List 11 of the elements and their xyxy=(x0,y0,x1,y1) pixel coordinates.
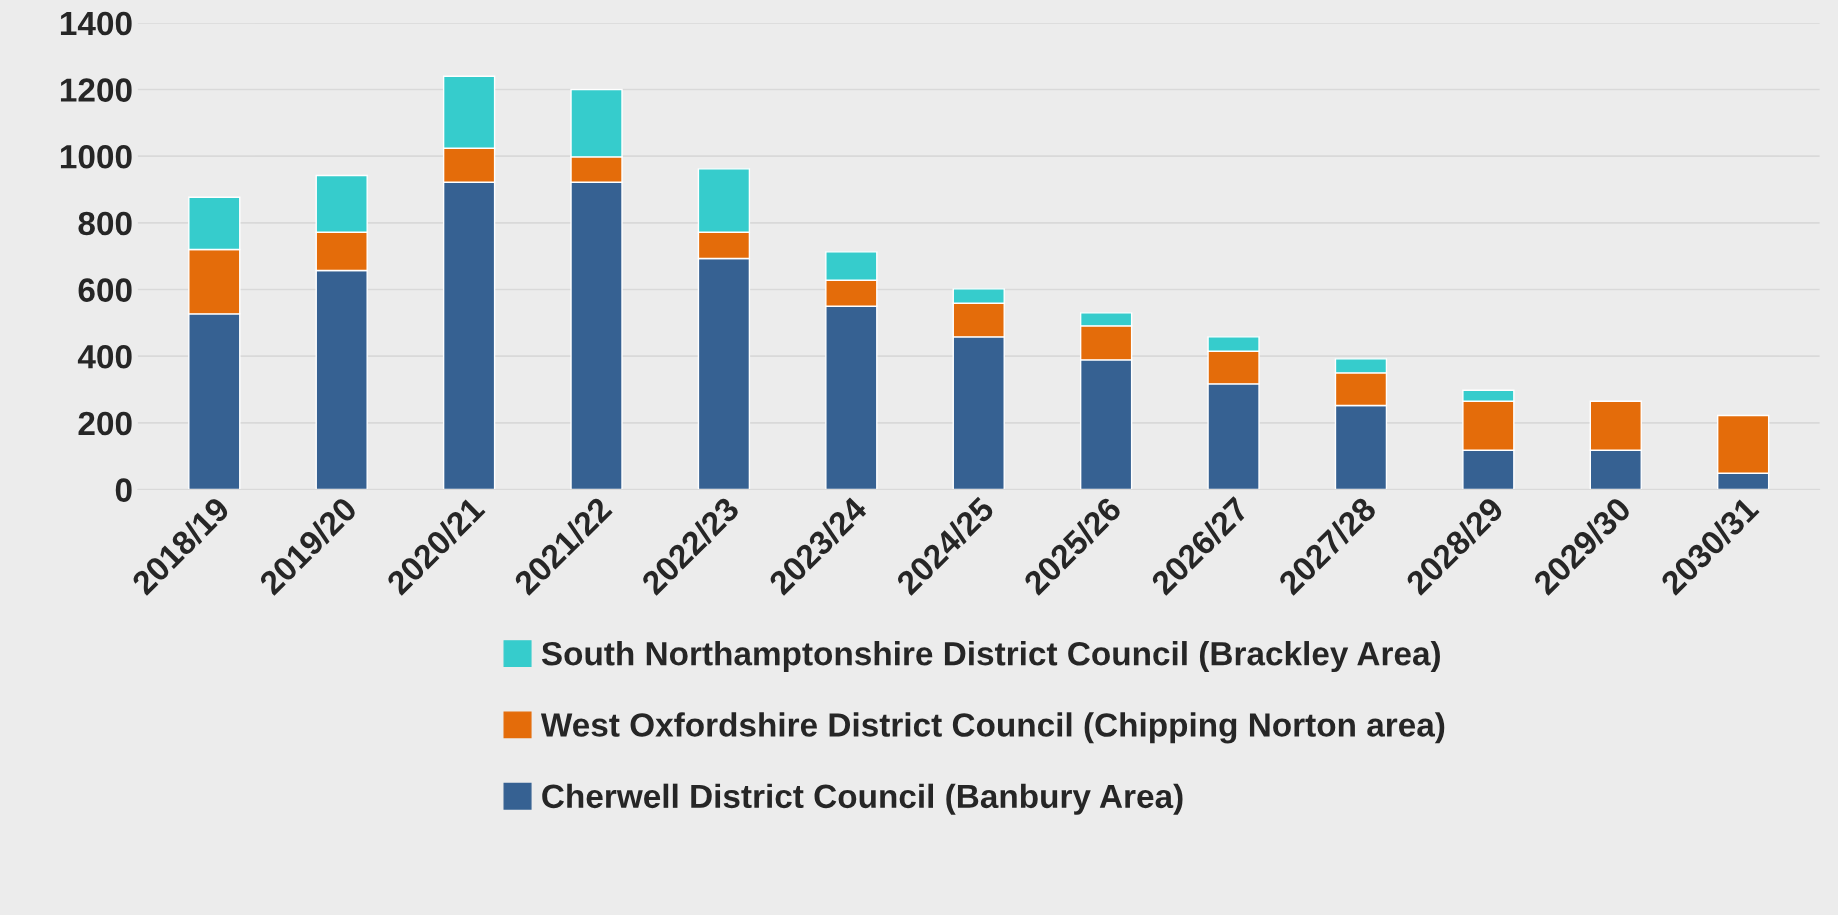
y-tick-label: 400 xyxy=(77,345,132,369)
y-tick-label: 1000 xyxy=(60,145,132,169)
y-tick-label: 0 xyxy=(115,478,132,502)
y-tick-label: 800 xyxy=(78,211,132,236)
y-tick-label: 600 xyxy=(78,278,132,302)
y-tick-label: 1400 xyxy=(60,11,132,36)
y-tick-label: 1200 xyxy=(60,78,132,102)
legend-label: West Oxfordshire District Council (Chipping Norton area) xyxy=(540,712,1445,744)
legend-label: Cherwell District Council (Banbury Area) xyxy=(542,783,1183,815)
y-tick-label: 200 xyxy=(78,411,132,436)
legend-label: South Northamptonshire District Council (Brackley Area) xyxy=(541,641,1440,673)
